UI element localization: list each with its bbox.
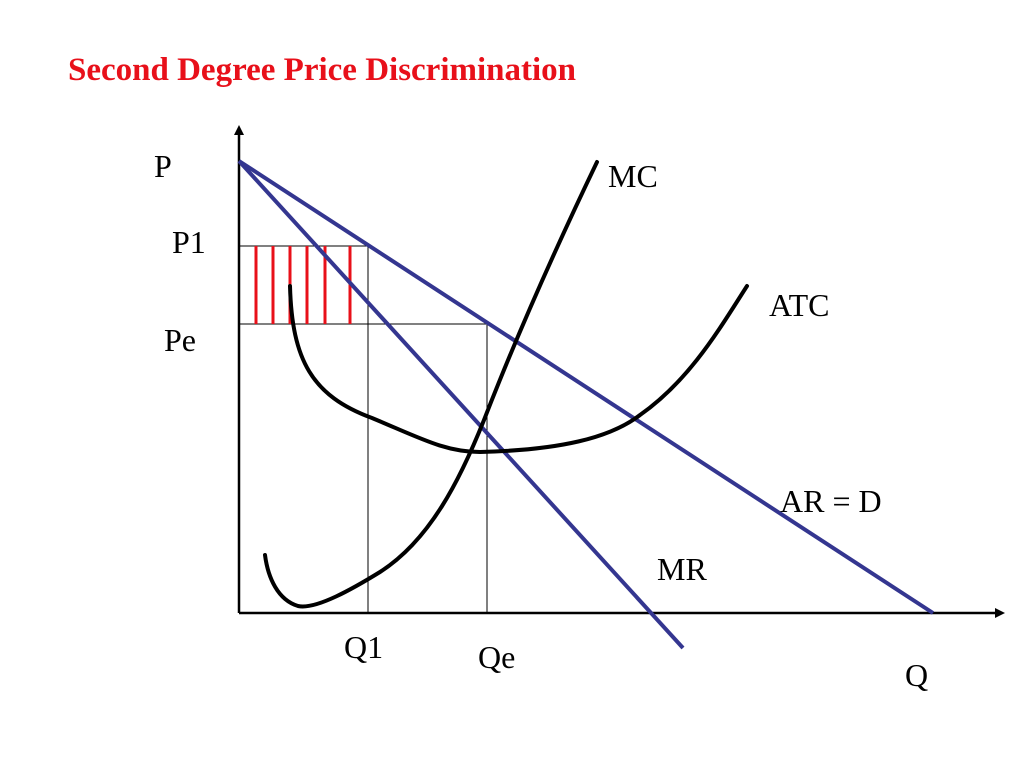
ar-demand-label: AR = D xyxy=(780,483,882,519)
q1-label: Q1 xyxy=(344,629,383,665)
qe-label: Qe xyxy=(478,639,515,675)
mc-curve xyxy=(263,160,599,609)
slide-title: Second Degree Price Discrimination xyxy=(68,52,577,88)
pe-label: Pe xyxy=(164,322,196,358)
p1-label: P1 xyxy=(172,224,206,260)
x-axis-label: Q xyxy=(905,657,928,693)
y-axis-label: P xyxy=(154,148,172,184)
atc-curve xyxy=(288,284,749,455)
mr-label: MR xyxy=(657,551,707,587)
atc-label: ATC xyxy=(769,287,829,323)
ar-demand-line xyxy=(237,159,935,615)
mc-label: MC xyxy=(608,158,658,194)
guide-lines xyxy=(239,245,488,613)
surplus-hatching xyxy=(254,246,352,324)
mr-line xyxy=(237,159,685,650)
